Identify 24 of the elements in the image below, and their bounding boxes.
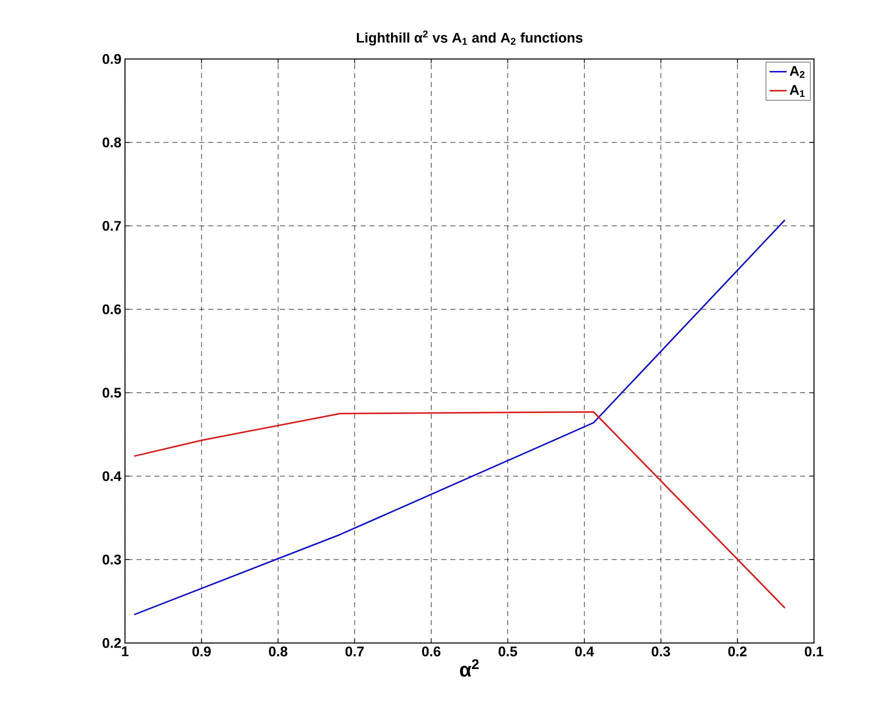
- x-tick-label: 0.1: [804, 646, 824, 656]
- x-tick-label: 0.5: [498, 646, 518, 656]
- y-tick-label: 0.5: [102, 388, 122, 398]
- line-series: [133, 219, 786, 616]
- chart-title: Lighthill α$^{2}$ vs A$_{1}$ and A$_{2}$ functions: [356, 30, 582, 46]
- x-tick-label: 0.8: [268, 646, 288, 656]
- x-axis-title: α$^{2}$: [460, 659, 479, 677]
- x-tick-label: 0.7: [346, 646, 364, 656]
- y-tick-label: 0.7: [102, 220, 121, 231]
- y-tick-label: 0.9: [102, 54, 121, 64]
- line-series: [133, 411, 786, 609]
- x-tick-label: 0.2: [728, 646, 747, 656]
- y-tick-label: 0.3: [102, 554, 121, 565]
- x-tick-label: 1: [122, 646, 128, 656]
- y-tick-label: 0.4: [102, 471, 122, 482]
- x-tick-label: 0.9: [192, 646, 211, 656]
- legend-label: A$_{1}$: [790, 85, 805, 97]
- y-tick-label: 0.6: [102, 304, 121, 314]
- x-tick-label: 0.3: [652, 646, 670, 656]
- y-tick-label: 0.8: [102, 137, 122, 148]
- x-tick-label: 0.6: [422, 646, 440, 656]
- x-tick-label: 0.4: [575, 646, 594, 656]
- legend-label: A$_{2}$: [790, 66, 804, 78]
- y-tick-label: 0.2: [102, 638, 121, 648]
